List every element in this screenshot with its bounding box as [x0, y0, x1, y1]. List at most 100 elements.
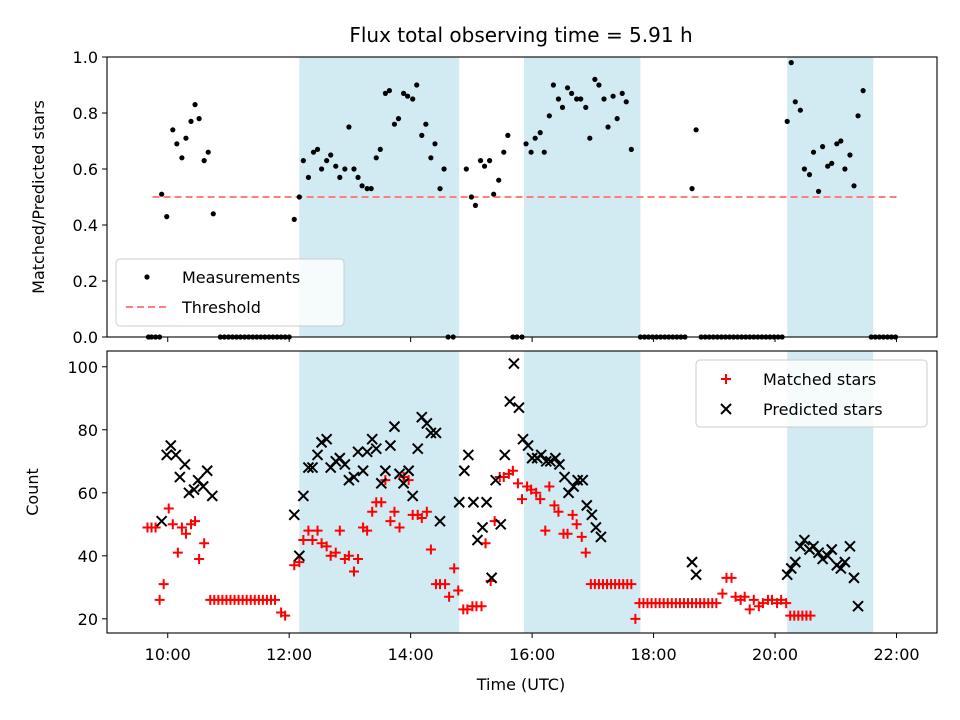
measurement-point [825, 163, 831, 169]
measurement-point [400, 90, 407, 96]
predicted-star-point [821, 550, 834, 562]
measurement-point [487, 158, 493, 164]
measurement-point [300, 158, 306, 164]
predicted-star-point [170, 449, 182, 461]
matched-star-point [462, 604, 473, 615]
predicted-star-point [320, 433, 333, 445]
matched-star-point [334, 525, 345, 536]
predicted-star-point [558, 471, 571, 483]
matched-star-point [403, 475, 414, 486]
measurement-point [351, 166, 357, 172]
measurement-point [196, 116, 202, 122]
measurement-point [310, 149, 317, 155]
measurement-point [328, 152, 334, 158]
matched-star-point [176, 522, 187, 533]
ratio-panel-frame [106, 56, 938, 338]
matched-star-point [280, 610, 291, 621]
predicted-star-point [379, 465, 392, 477]
predicted-star-point [476, 521, 489, 534]
ratio-panel-legend: Measurements Threshold [115, 258, 345, 327]
predicted-star-point [434, 515, 446, 527]
matched-star-point [576, 531, 587, 542]
measurement-point [164, 214, 170, 220]
matched-star-point [353, 553, 364, 564]
predicted-star-point [812, 546, 825, 559]
predicted-star-point [453, 496, 465, 508]
matched-star-point [571, 519, 582, 530]
x-tick-label: 14:00 [388, 645, 434, 664]
y-tick-label: 20 [78, 610, 98, 629]
y-tick-label: 0.8 [73, 104, 98, 123]
matched-star-point [154, 594, 165, 605]
legend-measurements-label: Measurements [182, 268, 300, 287]
measurement-point [355, 174, 361, 180]
measurement-point [377, 146, 383, 152]
measurement-point [842, 166, 848, 172]
predicted-star-point [581, 499, 593, 512]
measurement-point [829, 160, 835, 166]
legend-box [115, 258, 345, 327]
matched-star-point [453, 585, 464, 596]
matched-star-point [730, 591, 741, 602]
measurement-point [337, 174, 343, 180]
predicted-star-point [352, 446, 364, 458]
matched-star-point [158, 579, 169, 590]
measurement-point [564, 85, 571, 91]
matched-star-point [190, 516, 201, 527]
matched-star-point [421, 506, 432, 517]
matched-star-point [312, 525, 323, 536]
count-panel-y-ticks: 20 40 60 80 100 [67, 358, 107, 629]
predicted-star-point [467, 496, 480, 508]
measurement-point [410, 96, 416, 102]
matched-star-point [498, 472, 509, 483]
measurement-point [291, 216, 297, 222]
measurement-point [477, 158, 484, 164]
measurement-point [568, 90, 575, 96]
measurement-point [801, 166, 808, 172]
predicted-star-point [397, 477, 410, 490]
legend-threshold-label: Threshold [181, 298, 261, 317]
measurement-point [373, 155, 379, 161]
predicted-star-point [785, 562, 797, 575]
legend-measurements-marker [144, 274, 150, 280]
matched-star-point [425, 544, 436, 555]
y-tick-label: 0.4 [73, 216, 98, 235]
chart-title: Flux total observing time = 5.91 h [349, 23, 692, 47]
measurement-point [318, 166, 325, 172]
measurement-point [342, 166, 348, 172]
measurement-point [619, 90, 625, 96]
legend-predicted-marker [720, 403, 732, 415]
measurement-point [689, 186, 695, 192]
measurement-point [792, 99, 798, 105]
predicted-star-point [544, 455, 557, 467]
predicted-star-point [595, 531, 607, 543]
measurement-point [623, 99, 629, 105]
ratio-panel-marks [145, 60, 899, 340]
measurement-point [432, 141, 438, 147]
count-panel-marks [142, 357, 864, 624]
predicted-star-point [315, 436, 328, 449]
predicted-star-point [430, 427, 442, 439]
predicted-star-point [161, 449, 173, 461]
measurement-point [546, 113, 552, 119]
y-tick-label: 60 [78, 484, 98, 503]
matched-star-point [394, 522, 405, 533]
measurement-point [428, 155, 434, 161]
matched-star-point [167, 519, 178, 530]
matched-star-point [776, 594, 787, 605]
predicted-star-point [504, 395, 516, 408]
matched-star-point [330, 547, 341, 558]
measurement-point [537, 130, 543, 136]
measurement-point [523, 141, 529, 147]
predicted-star-point [826, 543, 838, 556]
measurement-point [855, 113, 861, 119]
measurement-point [806, 172, 813, 178]
measurement-point [201, 158, 207, 164]
y-tick-label: 40 [78, 547, 98, 566]
predicted-star-point [343, 474, 355, 486]
predicted-star-point [852, 600, 864, 612]
matched-star-point [303, 525, 314, 536]
predicted-star-point [495, 518, 507, 531]
measurement-point [605, 124, 611, 130]
measurement-point [210, 211, 216, 217]
